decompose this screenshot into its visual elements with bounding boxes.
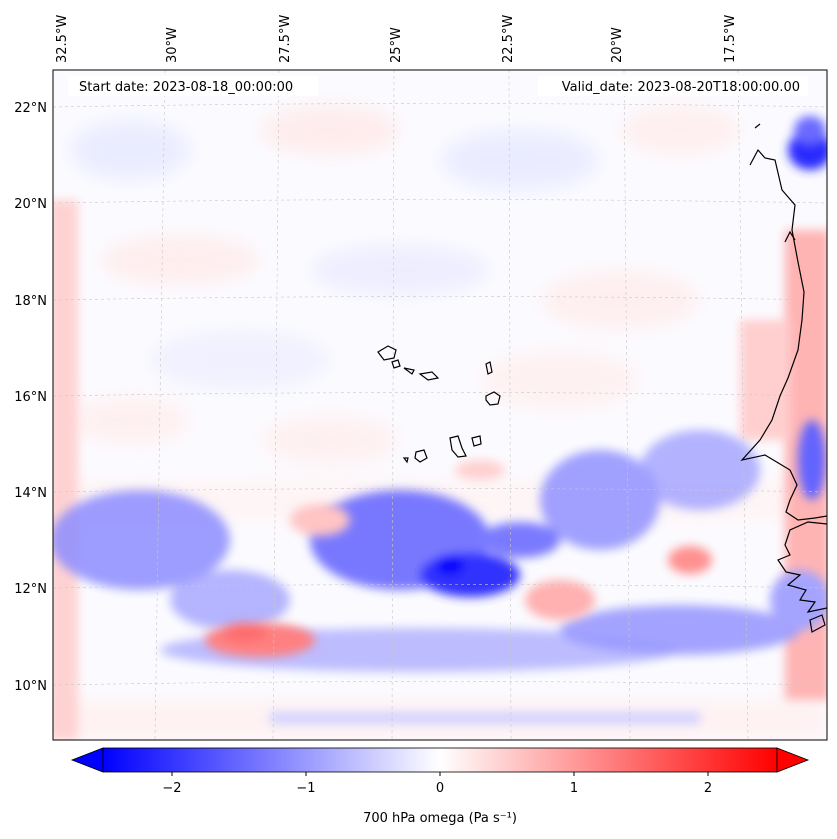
lon-label: 27.5°W — [278, 15, 293, 63]
meridian-line — [623, 70, 631, 740]
start-date-label: Start date: 2023-08-18_00:00:00 — [79, 80, 293, 95]
start-date-box — [68, 76, 318, 96]
island-fogo — [414, 449, 428, 463]
map-panel: Start date: 2023-08-18_00:00:00 Valid_da… — [53, 70, 827, 740]
lat-label: 22°N — [14, 101, 47, 116]
latitude-labels: 22°N 20°N 18°N 16°N 14°N 12°N 10°N — [14, 101, 47, 694]
lat-label: 18°N — [14, 294, 47, 309]
parallel-line — [53, 296, 827, 301]
coastline-fragment — [809, 614, 826, 633]
island-sao-nicolau — [403, 367, 415, 375]
lon-label: 25°W — [389, 27, 404, 63]
valid-date-box — [538, 76, 808, 96]
colorbar-gradient — [102, 747, 778, 773]
valid-date-label: Valid_date: 2023-08-20T18:00:00.00 — [562, 80, 800, 95]
parallel-line — [53, 681, 827, 686]
lat-label: 20°N — [14, 197, 47, 212]
lon-label: 22.5°W — [501, 15, 516, 63]
lon-label: 20°W — [610, 27, 625, 63]
colorbar-tick-label: −1 — [296, 781, 315, 796]
parallel-line — [53, 488, 827, 493]
island-sal — [485, 361, 493, 375]
island-small — [418, 371, 440, 381]
omega-field-left-edge — [53, 200, 78, 740]
longitude-labels: 32.5°W 30°W 27.5°W 25°W 22.5°W 20°W 17.5… — [55, 15, 738, 63]
coastlines — [377, 123, 827, 633]
graticule — [53, 70, 827, 740]
colorbar-high-extension — [776, 747, 810, 773]
island-santiago — [449, 435, 467, 458]
lat-label: 14°N — [14, 486, 47, 501]
meridian-line — [272, 70, 280, 740]
island-maio — [471, 435, 482, 447]
omega-field-ascent — [53, 116, 827, 724]
colorbar-low-extension — [70, 747, 104, 773]
parallel-line — [53, 584, 827, 589]
coastline-fragment — [754, 123, 761, 129]
colorbar-tick-label: −2 — [162, 781, 181, 796]
lat-label: 10°N — [14, 679, 47, 694]
island-santo-antao — [377, 345, 397, 361]
parallel-line — [53, 199, 827, 204]
island-sao-vicente — [391, 359, 401, 369]
coastline-fragment — [784, 230, 796, 243]
colorbar: −2 −1 0 1 2 700 hPa omega (Pa s⁻¹) — [70, 747, 810, 826]
colorbar-tick-label: 1 — [570, 781, 578, 796]
parallel-line — [53, 103, 827, 108]
island-boa-vista — [485, 391, 501, 406]
meridian-line — [391, 70, 395, 740]
colorbar-ticks — [171, 772, 709, 776]
lat-label: 16°N — [14, 390, 47, 405]
lon-label: 17.5°W — [723, 15, 738, 63]
parallel-line — [53, 392, 827, 397]
island-brava — [402, 457, 409, 464]
colorbar-tick-label: 2 — [704, 781, 712, 796]
african-coastline — [740, 148, 827, 521]
african-coastline-south — [777, 521, 827, 613]
meridian-line — [154, 70, 166, 740]
lon-label: 30°W — [165, 27, 180, 63]
lon-label: 32.5°W — [55, 15, 70, 63]
lat-label: 12°N — [14, 582, 47, 597]
colorbar-tick-label: 0 — [436, 781, 444, 796]
meridian-line — [737, 70, 749, 740]
colorbar-label: 700 hPa omega (Pa s⁻¹) — [363, 811, 517, 826]
omega-field-descent — [205, 460, 712, 657]
meridian-line — [508, 70, 512, 740]
map-frame — [52, 69, 828, 741]
